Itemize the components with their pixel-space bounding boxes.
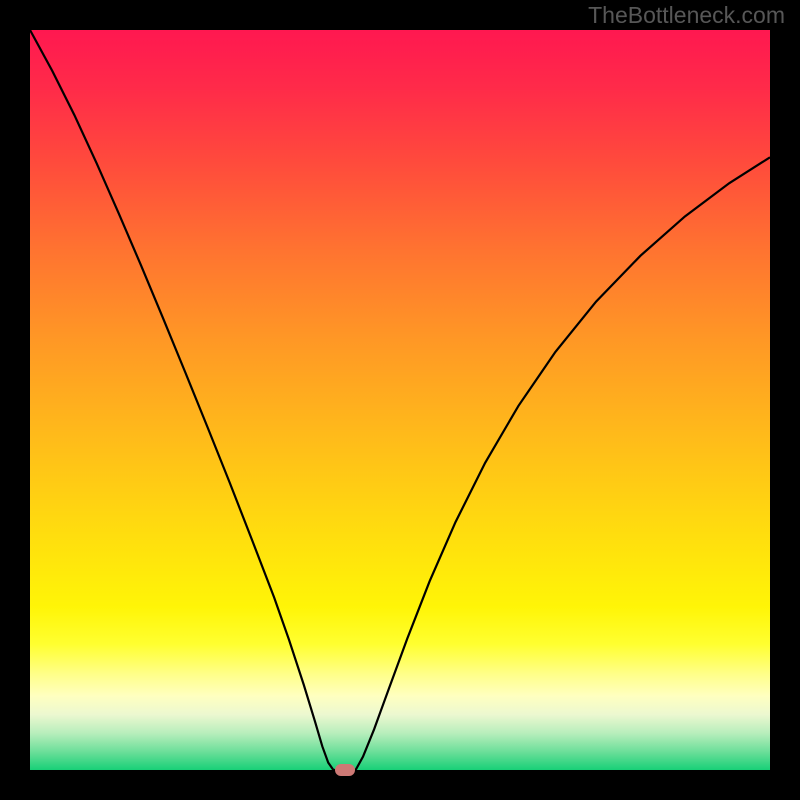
watermark-text: TheBottleneck.com — [588, 2, 785, 29]
curve-left-branch — [30, 30, 333, 770]
chart-container: TheBottleneck.com — [0, 0, 800, 800]
bottleneck-curve — [30, 30, 770, 770]
curve-right-branch — [356, 157, 770, 770]
minimum-marker — [335, 764, 355, 776]
plot-area — [30, 30, 770, 770]
